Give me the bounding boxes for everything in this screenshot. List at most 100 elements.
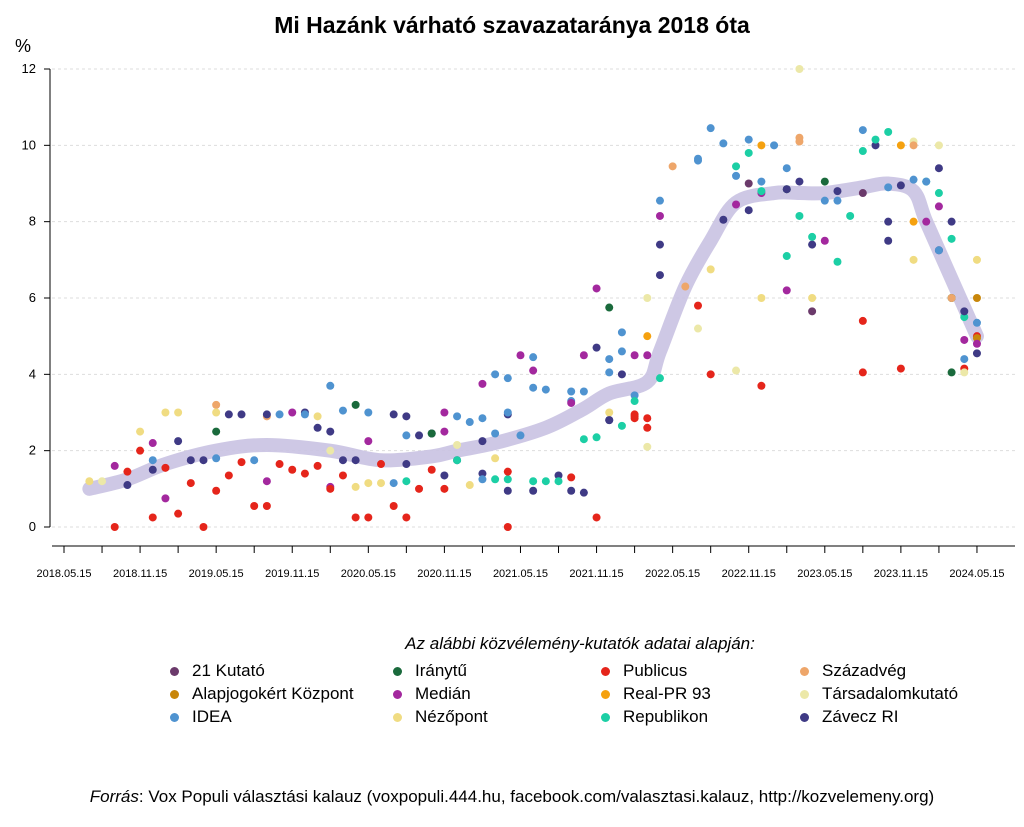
y-axis-label: % bbox=[15, 36, 32, 56]
data-point-sza bbox=[212, 400, 221, 409]
data-point-pub bbox=[275, 460, 284, 469]
legend-marker-icon bbox=[170, 666, 179, 676]
data-point-pub bbox=[896, 364, 905, 373]
data-point-zav bbox=[478, 437, 487, 446]
data-point-nez bbox=[85, 477, 94, 486]
data-point-rep bbox=[782, 252, 791, 261]
data-point-pub bbox=[567, 473, 576, 482]
data-point-idea bbox=[605, 355, 614, 364]
x-tick-label: 2020.05.15 bbox=[341, 568, 396, 580]
data-point-rep bbox=[655, 374, 664, 383]
legend-label: 21 Kutató bbox=[192, 661, 265, 680]
data-point-nez bbox=[174, 408, 183, 417]
data-point-rep bbox=[541, 477, 550, 486]
data-point-pub bbox=[389, 502, 398, 511]
data-point-zav bbox=[592, 343, 601, 352]
legend-marker-icon bbox=[601, 712, 610, 722]
data-point-rep bbox=[529, 477, 538, 486]
data-point-tar bbox=[453, 440, 462, 449]
data-point-rep bbox=[579, 435, 588, 444]
data-point-idea bbox=[972, 318, 981, 327]
data-point-zav bbox=[947, 217, 956, 226]
data-point-zav bbox=[351, 456, 360, 465]
data-point-pub bbox=[237, 458, 246, 467]
source-label: Forrás bbox=[89, 787, 139, 806]
data-point-pub bbox=[300, 469, 309, 478]
data-point-tar bbox=[732, 366, 741, 375]
data-point-pub bbox=[288, 465, 297, 474]
data-point-idea bbox=[453, 412, 462, 421]
data-point-zav bbox=[808, 240, 817, 249]
data-point-med bbox=[516, 351, 525, 360]
data-point-idea bbox=[782, 164, 791, 173]
data-point-zav bbox=[440, 471, 449, 480]
data-point-zav bbox=[529, 486, 538, 495]
data-point-zav bbox=[402, 460, 411, 469]
data-point-ir bbox=[212, 427, 221, 436]
data-point-rep bbox=[732, 162, 741, 171]
data-point-nez bbox=[808, 294, 817, 302]
data-point-med bbox=[630, 351, 639, 360]
data-point-zav bbox=[389, 410, 398, 419]
data-point-zav bbox=[186, 456, 195, 465]
data-point-zav bbox=[478, 469, 487, 478]
data-point-zav bbox=[199, 456, 208, 465]
data-point-zav bbox=[795, 177, 804, 186]
data-point-pub bbox=[123, 467, 132, 476]
data-point-idea bbox=[491, 370, 500, 379]
data-point-zav bbox=[262, 410, 271, 419]
data-point-pub bbox=[592, 513, 601, 522]
data-point-idea bbox=[389, 479, 398, 488]
data-point-idea bbox=[364, 408, 373, 417]
data-point-k21 bbox=[744, 179, 753, 188]
data-point-rep bbox=[833, 257, 842, 266]
data-point-med bbox=[567, 398, 576, 407]
data-point-zav bbox=[934, 164, 943, 173]
data-point-idea bbox=[655, 196, 664, 205]
x-tick-label: 2020.11.15 bbox=[417, 568, 471, 580]
data-point-nez bbox=[491, 454, 500, 463]
data-point-pub bbox=[858, 316, 867, 325]
data-point-idea bbox=[478, 475, 487, 484]
data-point-ir bbox=[351, 400, 360, 409]
chart-title: Mi Hazánk várható szavazataránya 2018 ót… bbox=[274, 12, 750, 38]
legend-item: Závecz RI bbox=[800, 707, 899, 727]
data-point-idea bbox=[541, 385, 550, 394]
data-point-zav bbox=[871, 141, 880, 150]
data-point-idea bbox=[567, 387, 576, 396]
data-point-idea bbox=[503, 408, 512, 417]
data-point-zav bbox=[123, 481, 132, 490]
data-point-rep bbox=[491, 475, 500, 484]
x-tick-label: 2019.05.15 bbox=[189, 568, 244, 580]
data-point-zav bbox=[617, 370, 626, 379]
data-point-rpr bbox=[643, 332, 652, 341]
legend-marker-icon bbox=[170, 689, 179, 699]
data-point-zav bbox=[884, 217, 893, 226]
data-point-tar bbox=[643, 294, 652, 302]
legend-title: Az alábbi közvélemény-kutatók adatai ala… bbox=[405, 634, 755, 653]
data-point-nez bbox=[465, 481, 474, 490]
data-point-zav bbox=[554, 471, 563, 480]
data-point-rep bbox=[858, 147, 867, 156]
data-point-sza bbox=[668, 162, 677, 171]
data-point-pub bbox=[694, 301, 702, 310]
data-point-sza bbox=[681, 282, 690, 291]
data-point-rpr bbox=[909, 217, 918, 226]
data-point-pub bbox=[338, 471, 347, 480]
y-tick-label: 4 bbox=[29, 366, 36, 381]
data-point-pub bbox=[161, 463, 170, 472]
data-point-med bbox=[440, 408, 449, 417]
legend-label: IDEA bbox=[192, 707, 232, 726]
legend-item: Republikon bbox=[601, 707, 708, 727]
data-point-nez bbox=[757, 294, 766, 302]
data-point-ir bbox=[947, 368, 956, 377]
x-tick-label: 2024.05.15 bbox=[949, 568, 1004, 580]
data-point-pub bbox=[440, 484, 449, 493]
data-point-med bbox=[364, 437, 373, 446]
data-point-pub bbox=[148, 513, 157, 522]
data-point-pub bbox=[415, 484, 424, 493]
y-tick-label: 6 bbox=[29, 290, 36, 305]
source-text: : Vox Populi választási kalauz (voxpopul… bbox=[138, 787, 935, 806]
x-tick-label: 2021.05.15 bbox=[493, 568, 548, 580]
data-point-tar bbox=[694, 324, 702, 333]
